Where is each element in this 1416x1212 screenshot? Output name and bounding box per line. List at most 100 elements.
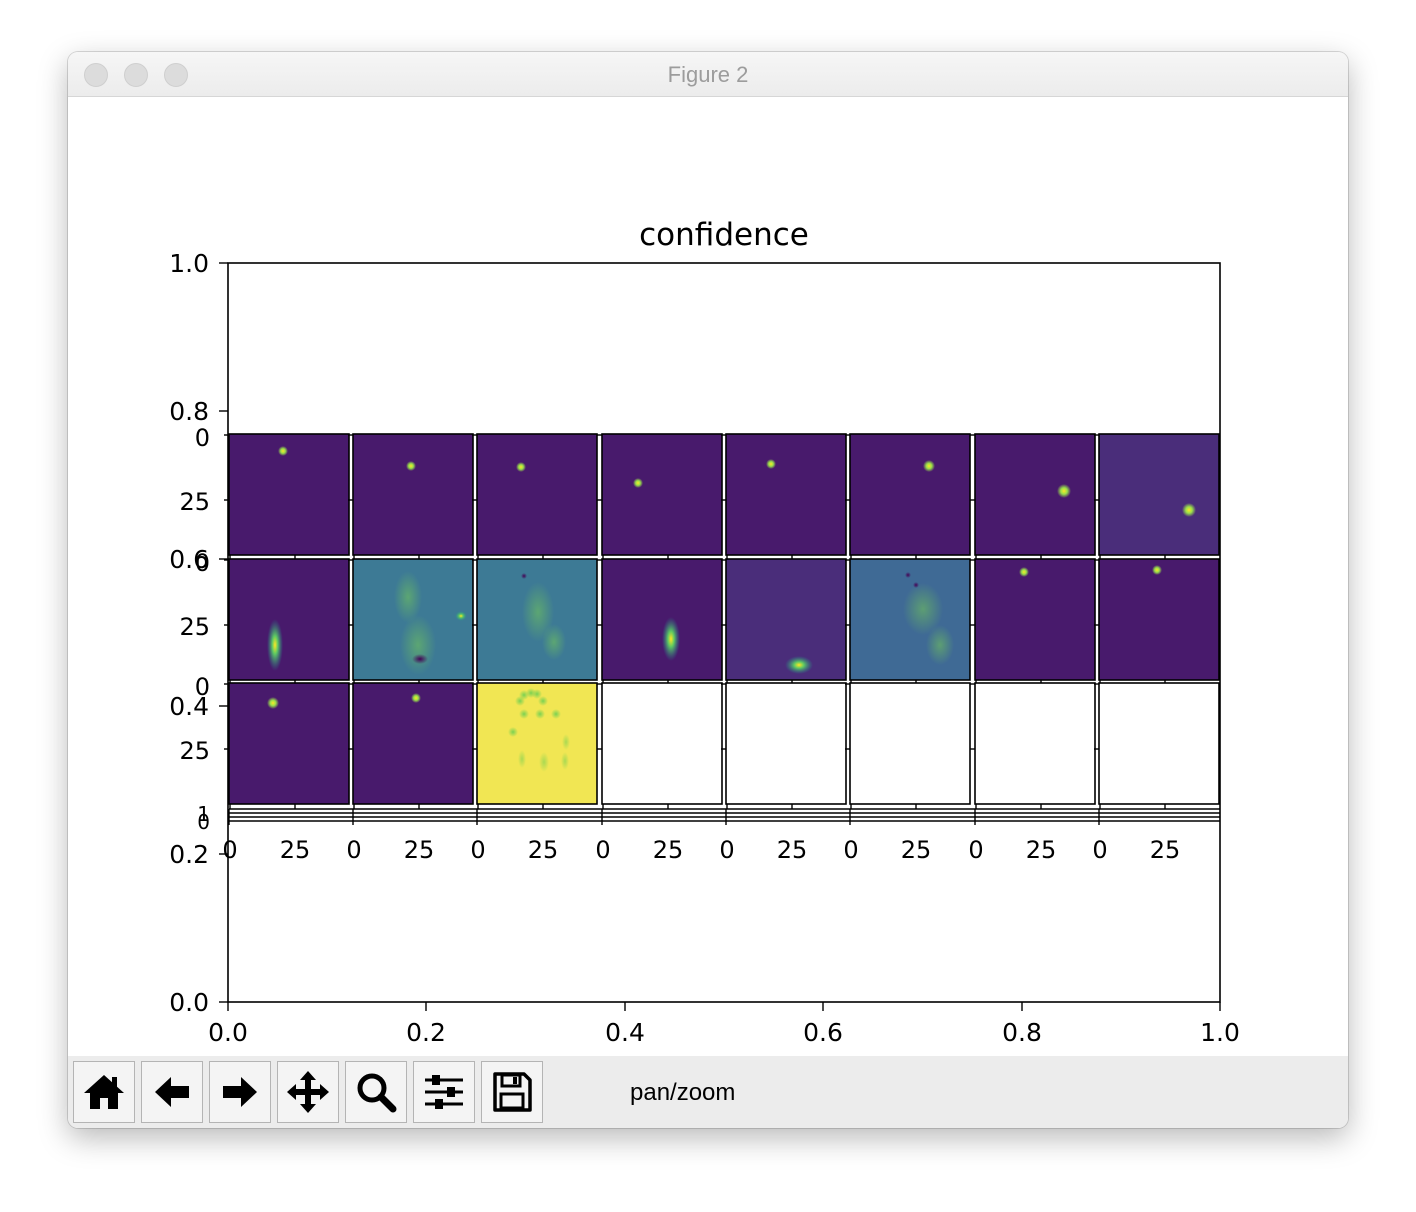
heatmap-blob bbox=[455, 611, 467, 621]
arrow-right-icon bbox=[223, 1077, 257, 1107]
subplot-panel-r1c4 bbox=[601, 433, 723, 556]
subplot-panel-r1c5 bbox=[725, 433, 847, 556]
outer-xtick-label: 1.0 bbox=[1200, 1018, 1240, 1047]
panel-xtick-label: 25 bbox=[1026, 836, 1057, 864]
panel-xtick-label: 0 bbox=[470, 836, 485, 864]
subplot-panel-r3c5 bbox=[725, 682, 847, 805]
heatmap-texture bbox=[400, 615, 436, 675]
panel-xtick-label: 0 bbox=[843, 836, 858, 864]
subplot-panel-r1c3 bbox=[476, 433, 598, 556]
heatmap-spot bbox=[1182, 503, 1196, 517]
heatmap-spot bbox=[1019, 567, 1029, 577]
close-window-button[interactable] bbox=[84, 63, 108, 87]
heatmap-spot bbox=[1152, 565, 1162, 575]
heatmap-spot-inverted bbox=[538, 696, 548, 706]
heatmap-spot bbox=[923, 460, 935, 472]
outer-ytick-label: 0.0 bbox=[169, 988, 209, 1017]
heatmap-spot bbox=[516, 462, 526, 472]
heatmap-spot bbox=[406, 461, 416, 471]
minimize-window-button[interactable] bbox=[124, 63, 148, 87]
outer-ytick-label: 0.4 bbox=[169, 692, 209, 721]
magnifier-icon bbox=[357, 1073, 397, 1113]
subplot-panel-r3c4 bbox=[601, 682, 723, 805]
panel-ytick-label: 0 bbox=[195, 673, 210, 701]
stray-ytick-label: 0 bbox=[197, 810, 210, 834]
subplot-panel-r3c1 bbox=[228, 682, 350, 805]
figure-title: confidence bbox=[639, 217, 809, 253]
subplot-panel-r2c7 bbox=[974, 558, 1096, 681]
heatmap-texture bbox=[522, 582, 554, 642]
heatmap-low-spot bbox=[412, 654, 428, 664]
zoom-button[interactable] bbox=[345, 1061, 407, 1123]
home-button[interactable] bbox=[73, 1061, 135, 1123]
panel-xtick-label: 25 bbox=[280, 836, 311, 864]
heatmap-spot-inverted bbox=[515, 696, 525, 706]
forward-button[interactable] bbox=[209, 1061, 271, 1123]
outer-axes-frame bbox=[227, 262, 1221, 1003]
heatmap-blob bbox=[785, 656, 813, 674]
heatmap-texture bbox=[518, 750, 526, 768]
subplot-panel-r3c3 bbox=[476, 682, 598, 805]
outer-ytick-label: 1.0 bbox=[169, 249, 209, 278]
panel-ytick-label: 25 bbox=[179, 488, 210, 516]
figure-window: Figure 2 confidence bbox=[68, 52, 1348, 1128]
subplot-panel-r1c1 bbox=[228, 433, 350, 556]
panel-heatmap-features bbox=[267, 446, 1196, 772]
panel-xtick-label: 0 bbox=[1092, 836, 1107, 864]
panel-xtick-label: 25 bbox=[1150, 836, 1181, 864]
panel-ytick-label: 25 bbox=[179, 613, 210, 641]
heatmap-spot bbox=[278, 446, 288, 456]
panel-xtick-label: 25 bbox=[528, 836, 559, 864]
stray-ytick-label: 1 bbox=[197, 802, 210, 826]
panel-ytick-label: 25 bbox=[179, 737, 210, 765]
heatmap-spot-inverted bbox=[551, 709, 561, 719]
panel-xtick-label: 0 bbox=[346, 836, 361, 864]
heatmap-texture bbox=[539, 752, 549, 772]
panel-xtick-label: 25 bbox=[777, 836, 808, 864]
zoom-window-button[interactable] bbox=[164, 63, 188, 87]
configure-subplots-button[interactable] bbox=[413, 1061, 475, 1123]
outer-xtick-label: 0.8 bbox=[1002, 1018, 1042, 1047]
figure-canvas[interactable]: confidence 0.0 0.2 0.4 0.6 0.8 1.0 0 bbox=[68, 97, 1348, 1055]
outer-xtick-label: 0.6 bbox=[803, 1018, 843, 1047]
window-title: Figure 2 bbox=[667, 62, 749, 87]
save-button[interactable] bbox=[481, 1061, 543, 1123]
panel-xtick-label: 0 bbox=[968, 836, 983, 864]
sliders-icon bbox=[425, 1075, 463, 1109]
heatmap-spot-inverted bbox=[535, 709, 545, 719]
subplot-panel-r3c2 bbox=[352, 682, 474, 805]
panel-ytick-label: 0 bbox=[195, 424, 210, 452]
outer-ytick-label: 0.8 bbox=[169, 397, 209, 426]
title-bar[interactable]: Figure 2 bbox=[68, 52, 1348, 97]
arrow-left-icon bbox=[155, 1077, 189, 1107]
panel-xtick-label: 25 bbox=[404, 836, 435, 864]
subplot-panel-r2c4 bbox=[601, 558, 723, 681]
outer-xtick-label: 0.0 bbox=[208, 1018, 248, 1047]
heatmap-blob bbox=[267, 619, 283, 671]
subplot-panel-r1c2 bbox=[352, 433, 474, 556]
pan-button[interactable] bbox=[277, 1061, 339, 1123]
subplot-panel-r2c8 bbox=[1098, 558, 1220, 681]
heatmap-spot-inverted bbox=[532, 689, 542, 699]
heatmap-spot-inverted bbox=[508, 727, 518, 737]
floppy-disk-icon bbox=[493, 1072, 532, 1112]
heatmap-low-spot bbox=[521, 573, 527, 579]
heatmap-texture bbox=[926, 625, 954, 665]
back-button[interactable] bbox=[141, 1061, 203, 1123]
panel-xtick-label: 25 bbox=[901, 836, 932, 864]
outer-y-axis: 0.0 0.2 0.4 0.6 0.8 1.0 bbox=[169, 249, 228, 1017]
heatmap-texture bbox=[542, 624, 566, 660]
heatmap-texture bbox=[394, 571, 422, 623]
heatmap-spot bbox=[766, 459, 776, 469]
navigation-toolbar: pan/zoom bbox=[68, 1056, 1348, 1128]
home-icon bbox=[84, 1075, 124, 1109]
panel-xtick-label: 0 bbox=[595, 836, 610, 864]
subplot-panel-r1c7 bbox=[974, 433, 1096, 556]
heatmap-spot bbox=[1057, 484, 1071, 498]
subplot-panel-r1c6 bbox=[849, 433, 971, 556]
heatmap-texture bbox=[561, 752, 569, 770]
subplot-panel-r2c5 bbox=[725, 558, 847, 681]
subplot-panel-r3c6 bbox=[849, 682, 971, 805]
panel-xtick-label: 25 bbox=[653, 836, 684, 864]
subplot-panel-r1c8 bbox=[1098, 433, 1220, 556]
